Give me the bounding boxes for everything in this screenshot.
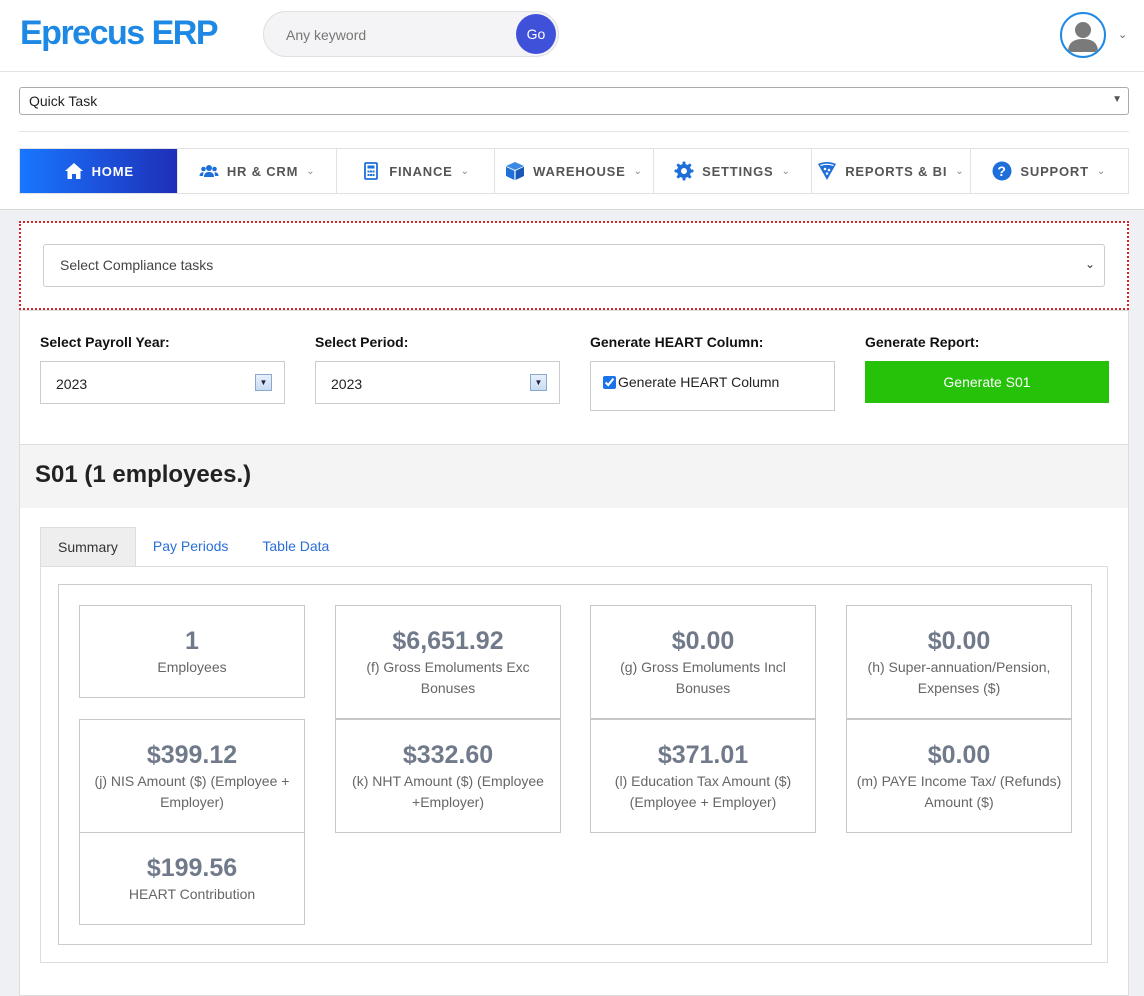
generate-report-label: Generate Report: bbox=[865, 334, 980, 350]
card-value: $0.00 bbox=[927, 627, 991, 655]
tab-pay-periods[interactable]: Pay Periods bbox=[152, 538, 229, 554]
nav-item-label: WAREHOUSE bbox=[533, 163, 626, 179]
summary-tab-content: 1 Employees $6,651.92 (f) Gross Emolumen… bbox=[40, 566, 1108, 963]
card-value: $399.12 bbox=[146, 741, 238, 769]
quick-task-value: Quick Task bbox=[29, 93, 98, 109]
nav-item-reports-bi[interactable]: REPORTS & BI ⌄ bbox=[812, 149, 971, 193]
card-value: $332.60 bbox=[402, 741, 494, 769]
svg-text:?: ? bbox=[998, 163, 1007, 179]
card-label: (l) Education Tax Amount ($) (Employee +… bbox=[614, 773, 792, 810]
divider bbox=[19, 131, 1129, 132]
card-label: (f) Gross Emoluments Exc Bonuses bbox=[366, 659, 530, 696]
compliance-task-select[interactable]: Select Compliance tasks ⌄ bbox=[43, 244, 1105, 287]
payroll-year-label: Select Payroll Year: bbox=[40, 334, 170, 350]
user-avatar[interactable] bbox=[1060, 12, 1106, 58]
summary-card-superannuation: $0.00 (h) Super-annuation/Pension, Expen… bbox=[846, 605, 1072, 719]
box-icon bbox=[506, 162, 525, 180]
user-icon bbox=[1068, 22, 1098, 52]
summary-card-gross-exc-bonuses: $6,651.92 (f) Gross Emoluments Exc Bonus… bbox=[335, 605, 561, 719]
payroll-year-value: 2023 bbox=[56, 376, 88, 392]
chevron-down-icon: ⌄ bbox=[306, 165, 316, 177]
payroll-year-select[interactable]: 2023 ▼ bbox=[40, 361, 285, 404]
chevron-down-icon: ⌄ bbox=[1096, 165, 1107, 177]
nav-item-hr-crm[interactable]: HR & CRM ⌄ bbox=[178, 149, 337, 193]
nav-item-label: SUPPORT bbox=[1020, 163, 1089, 179]
generate-s01-button[interactable]: Generate S01 bbox=[865, 361, 1109, 403]
chevron-down-icon: ⌄ bbox=[633, 165, 643, 177]
card-label: (g) Gross Emoluments Incl Bonuses bbox=[620, 659, 786, 696]
nav-item-label: FINANCE bbox=[389, 163, 453, 179]
report-tabs: Summary Pay Periods Table Data bbox=[40, 527, 346, 567]
search-bar: Go bbox=[263, 11, 559, 57]
calculator-icon bbox=[364, 162, 379, 180]
summary-card-paye: $0.00 (m) PAYE Income Tax/ (Refunds) Amo… bbox=[846, 719, 1072, 833]
card-value: 1 bbox=[185, 627, 199, 655]
heart-column-checkbox[interactable] bbox=[603, 376, 616, 389]
nav-item-label: HR & CRM bbox=[226, 163, 299, 179]
card-label: (k) NHT Amount ($) (Employee +Employer) bbox=[352, 773, 544, 810]
compliance-task-panel: Select Compliance tasks ⌄ bbox=[19, 221, 1129, 310]
s01-panel: Select Payroll Year: 2023 ▼ Select Perio… bbox=[19, 310, 1129, 996]
nav-item-warehouse[interactable]: WAREHOUSE ⌄ bbox=[495, 149, 654, 193]
tab-summary[interactable]: Summary bbox=[40, 527, 136, 567]
card-label: (j) NIS Amount ($) (Employee + Employer) bbox=[94, 773, 290, 810]
question-icon: ? bbox=[992, 161, 1012, 181]
main-nav: HOME HR & CRM ⌄ FINANCE ⌄ WAREHOUSE ⌄ SE… bbox=[19, 148, 1129, 194]
card-value: $0.00 bbox=[927, 741, 991, 769]
top-section: Quick Task ▼ HOME HR & CRM ⌄ FINANCE ⌄ W… bbox=[0, 72, 1144, 210]
caret-down-icon: ▼ bbox=[255, 374, 272, 391]
summary-card-gross-incl-bonuses: $0.00 (g) Gross Emoluments Incl Bonuses bbox=[590, 605, 816, 719]
card-label: HEART Contribution bbox=[128, 886, 256, 902]
nav-item-support[interactable]: ? SUPPORT ⌄ bbox=[971, 149, 1128, 193]
summary-card-employees: 1 Employees bbox=[79, 605, 305, 698]
nav-item-home[interactable]: HOME bbox=[20, 149, 179, 193]
report-title: S01 (1 employees.) bbox=[35, 461, 252, 488]
top-header: Eprecus ERP Go ⌄ bbox=[0, 0, 1144, 72]
report-header: S01 (1 employees.) bbox=[20, 444, 1128, 508]
quick-task-select[interactable]: Quick Task ▼ bbox=[19, 87, 1129, 115]
heart-column-box: Generate HEART Column bbox=[590, 361, 835, 411]
heart-column-checkbox-label[interactable]: Generate HEART Column bbox=[618, 374, 780, 390]
chevron-down-icon[interactable]: ⌄ bbox=[1118, 29, 1128, 41]
search-input[interactable] bbox=[286, 24, 506, 46]
summary-card-nht: $332.60 (k) NHT Amount ($) (Employee +Em… bbox=[335, 719, 561, 833]
card-value: $199.56 bbox=[146, 854, 238, 882]
card-value: $371.01 bbox=[657, 741, 749, 769]
caret-down-icon: ▼ bbox=[1112, 94, 1122, 105]
nav-item-label: SETTINGS bbox=[702, 163, 774, 179]
card-value: $0.00 bbox=[671, 627, 735, 655]
card-label: (m) PAYE Income Tax/ (Refunds) Amount ($… bbox=[856, 773, 1062, 810]
chevron-down-icon: ⌄ bbox=[781, 165, 791, 177]
caret-down-icon: ▼ bbox=[530, 374, 547, 391]
nav-item-label: HOME bbox=[91, 163, 134, 179]
summary-card-nis: $399.12 (j) NIS Amount ($) (Employee + E… bbox=[79, 719, 305, 833]
period-value: 2023 bbox=[331, 376, 363, 392]
nav-item-finance[interactable]: FINANCE ⌄ bbox=[337, 149, 496, 193]
heart-column-label: Generate HEART Column: bbox=[590, 334, 764, 350]
chevron-down-icon: ⌄ bbox=[460, 165, 470, 177]
summary-card-heart: $199.56 HEART Contribution bbox=[79, 832, 305, 925]
reports-icon bbox=[818, 162, 837, 180]
period-select[interactable]: 2023 ▼ bbox=[315, 361, 560, 404]
nav-item-settings[interactable]: SETTINGS ⌄ bbox=[654, 149, 813, 193]
card-label: (h) Super-annuation/Pension, Expenses ($… bbox=[867, 659, 1051, 696]
nav-item-label: REPORTS & BI bbox=[845, 163, 948, 179]
users-icon bbox=[199, 165, 219, 177]
chevron-down-icon: ⌄ bbox=[955, 165, 965, 177]
summary-card-education-tax: $371.01 (l) Education Tax Amount ($) (Em… bbox=[590, 719, 816, 833]
gear-icon bbox=[674, 161, 694, 181]
card-value: $6,651.92 bbox=[392, 627, 504, 655]
search-go-button[interactable]: Go bbox=[516, 14, 556, 54]
card-label: Employees bbox=[157, 659, 227, 675]
app-logo[interactable]: Eprecus ERP bbox=[20, 14, 219, 52]
summary-grid: 1 Employees $6,651.92 (f) Gross Emolumen… bbox=[58, 584, 1092, 945]
period-label: Select Period: bbox=[315, 334, 409, 350]
compliance-task-placeholder: Select Compliance tasks bbox=[60, 257, 214, 273]
tab-table-data[interactable]: Table Data bbox=[262, 538, 330, 554]
chevron-down-icon: ⌄ bbox=[1084, 257, 1095, 271]
home-icon bbox=[64, 163, 83, 179]
